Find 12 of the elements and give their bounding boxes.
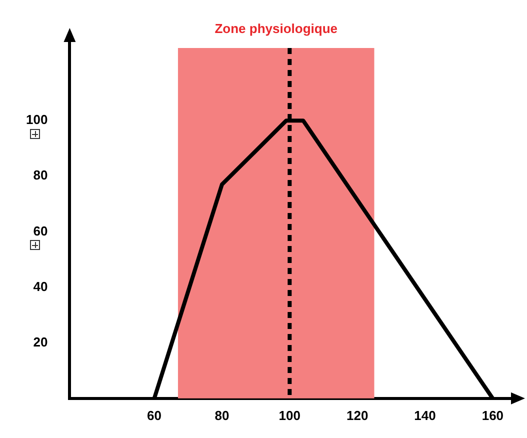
x-tick-label: 120 [346,408,368,423]
y-tick-label: 80 [33,168,48,183]
y-tick-label: 100 [26,112,48,128]
x-tick-label: 160 [482,408,504,423]
y-tick-label: 20 [33,334,48,350]
y-tick-label: 60 [33,223,48,238]
y-tick-label: 40 [33,278,48,294]
x-tick-label: 80 [214,408,230,423]
x-tick-label: 100 [278,408,301,423]
x-tick-label: 140 [414,408,436,423]
band-label: Zone physiologique [214,21,338,36]
x-tick-label: 60 [147,408,162,423]
